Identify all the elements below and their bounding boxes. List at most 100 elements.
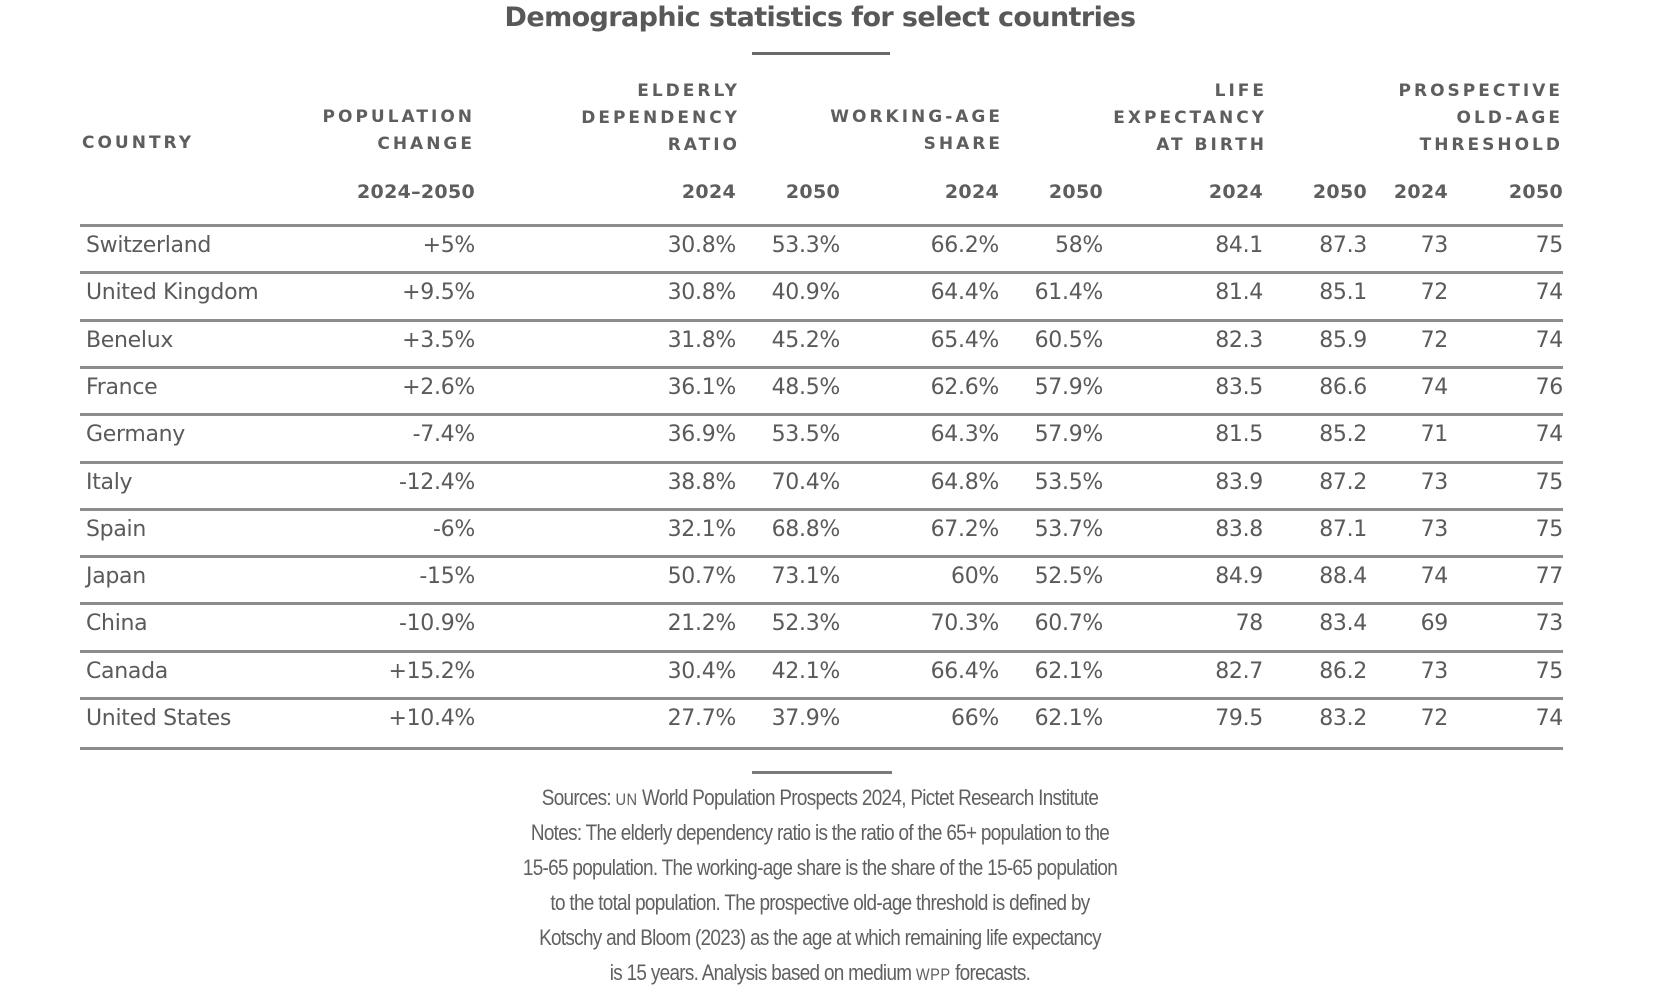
cell-edr-2024: 38.8% xyxy=(667,469,737,495)
cell-country: Japan xyxy=(86,564,146,590)
subheader-pot-2024: 2024 xyxy=(1393,181,1448,203)
cell-was-2024: 66.4% xyxy=(930,658,1000,684)
notes-last-line: is 15 years. Analysis based on medium WP… xyxy=(459,955,1181,990)
cell-was-2024: 64.4% xyxy=(930,280,1000,306)
cell-pot-2024: 71 xyxy=(1420,422,1449,448)
cell-population-change: +9.5% xyxy=(402,280,475,306)
subheader-edr-2050: 2050 xyxy=(785,181,840,203)
cell-edr-2050: 37.9% xyxy=(771,706,841,731)
cell-le-2050: 85.2 xyxy=(1319,422,1367,448)
cell-was-2050: 58% xyxy=(1055,233,1103,258)
notes-line: to the total population. The prospective… xyxy=(550,890,1090,915)
cell-edr-2024: 30.8% xyxy=(667,280,737,306)
cell-population-change: -7.4% xyxy=(412,422,476,448)
cell-country: China xyxy=(86,611,148,637)
cell-was-2024: 67.2% xyxy=(930,516,1000,542)
cell-country: Italy xyxy=(86,469,133,495)
cell-country: Canada xyxy=(86,658,168,684)
cell-edr-2024: 50.7% xyxy=(667,564,737,590)
notes-line: Kotschy and Bloom (2023) as the age at w… xyxy=(539,925,1102,950)
header-line: CHANGE xyxy=(377,134,475,154)
header-line: EXPECTANCY xyxy=(1113,108,1267,128)
table-row: Japan -15% 50.7% 73.1% 60% 52.5% 84.9 88.4 74 77 xyxy=(80,555,1563,605)
cell-pot-2024: 73 xyxy=(1420,658,1449,684)
cell-pot-2050: 77 xyxy=(1535,564,1564,590)
table-row: United States +10.4% 27.7% 37.9% 66% 62.1% 79.… xyxy=(80,697,1563,750)
subheader-pot-2050: 2050 xyxy=(1508,181,1563,203)
cell-pot-2050: 75 xyxy=(1535,469,1564,495)
cell-pot-2024: 74 xyxy=(1420,374,1449,400)
cell-was-2050: 53.5% xyxy=(1034,469,1104,495)
header-line: AT BIRTH xyxy=(1156,135,1267,155)
cell-was-2024: 66% xyxy=(951,706,999,731)
cell-was-2024: 64.8% xyxy=(930,469,1000,495)
cell-le-2050: 86.2 xyxy=(1319,658,1367,684)
header-line: DEPENDENCY xyxy=(581,108,740,128)
notes-divider xyxy=(752,771,892,774)
cell-was-2050: 57.9% xyxy=(1034,374,1104,400)
header-line: OLD-AGE xyxy=(1456,108,1563,128)
notes-wpp: WPP xyxy=(915,965,951,984)
title-divider xyxy=(752,52,890,55)
notes-line: 15-65 population. The working-age share … xyxy=(522,855,1118,880)
cell-was-2024: 66.2% xyxy=(930,233,1000,258)
cell-was-2050: 62.1% xyxy=(1034,658,1104,684)
cell-le-2050: 85.1 xyxy=(1319,280,1367,306)
sources-prefix: Sources: xyxy=(541,785,616,810)
cell-was-2050: 53.7% xyxy=(1034,516,1104,542)
table-row: Italy -12.4% 38.8% 70.4% 64.8% 53.5% 83.9 87.2 7… xyxy=(80,460,1564,511)
cell-pot-2024: 74 xyxy=(1420,564,1449,590)
subheader-le-2050: 2050 xyxy=(1312,181,1367,203)
cell-population-change: -6% xyxy=(433,516,475,542)
cell-was-2024: 70.3% xyxy=(930,611,1000,637)
cell-edr-2024: 27.7% xyxy=(667,706,737,731)
cell-edr-2024: 32.1% xyxy=(667,516,737,542)
header-working-age-share: WORKING-AGE SHARE xyxy=(830,104,1003,158)
cell-was-2050: 61.4% xyxy=(1034,280,1104,306)
cell-pot-2024: 69 xyxy=(1420,611,1449,637)
cell-pot-2050: 73 xyxy=(1535,611,1564,637)
table-row: Spain -6% 32.1% 68.8% 67.2% 53.7% 83.8 87.1 73 75 xyxy=(80,507,1563,558)
header-country: COUNTRY xyxy=(82,130,194,157)
sources-line: Sources: UN World Population Prospects 2… xyxy=(459,780,1181,815)
cell-was-2024: 62.6% xyxy=(930,374,1000,400)
subheader-was-2050: 2050 xyxy=(1048,181,1103,203)
subheader-le-2024: 2024 xyxy=(1208,181,1263,203)
header-line: RATIO xyxy=(667,135,740,155)
cell-pot-2024: 72 xyxy=(1420,280,1449,306)
subheader-was-2024: 2024 xyxy=(944,181,999,203)
table-row: Canada +15.2% 30.4% 42.1% 66.4% 62.1% 82.7 86.2… xyxy=(80,649,1564,700)
cell-edr-2050: 68.8% xyxy=(771,516,841,542)
cell-country: Benelux xyxy=(86,327,174,353)
cell-edr-2024: 30.4% xyxy=(667,658,737,684)
cell-edr-2024: 36.1% xyxy=(667,374,737,400)
cell-le-2050: 83.4 xyxy=(1319,611,1367,637)
cell-pot-2050: 75 xyxy=(1535,658,1564,684)
cell-pot-2024: 73 xyxy=(1420,516,1449,542)
cell-le-2050: 87.1 xyxy=(1319,516,1367,542)
cell-country: Spain xyxy=(86,516,146,542)
notes-last-prefix: is 15 years. Analysis based on medium xyxy=(609,960,916,985)
header-elderly-dependency: ELDERLY DEPENDENCY RATIO xyxy=(581,78,740,159)
cell-was-2050: 60.7% xyxy=(1034,611,1104,637)
cell-pot-2024: 72 xyxy=(1420,706,1449,731)
subheader-edr-2024: 2024 xyxy=(681,181,736,203)
cell-pot-2050: 74 xyxy=(1535,327,1564,353)
page-title: Demographic statistics for select countr… xyxy=(504,2,1136,33)
table-row: United Kingdom +9.5% 30.8% 40.9% 64.4% 61.4% 8… xyxy=(80,271,1563,321)
cell-was-2050: 57.9% xyxy=(1034,422,1104,448)
cell-le-2024: 81.4 xyxy=(1215,280,1263,306)
cell-le-2024: 84.1 xyxy=(1215,233,1263,258)
cell-pot-2050: 74 xyxy=(1535,706,1564,731)
cell-was-2024: 65.4% xyxy=(930,327,1000,353)
cell-was-2050: 52.5% xyxy=(1034,564,1104,590)
cell-le-2024: 83.8 xyxy=(1215,516,1263,542)
cell-edr-2024: 31.8% xyxy=(667,327,737,353)
header-line: THRESHOLD xyxy=(1419,135,1563,155)
cell-le-2024: 81.5 xyxy=(1215,422,1263,448)
cell-was-2024: 60% xyxy=(951,564,999,590)
cell-pot-2050: 75 xyxy=(1535,233,1564,258)
cell-le-2024: 84.9 xyxy=(1215,564,1263,590)
subheader-population-change-period: 2024–2050 xyxy=(357,181,475,203)
cell-population-change: -15% xyxy=(419,564,475,590)
